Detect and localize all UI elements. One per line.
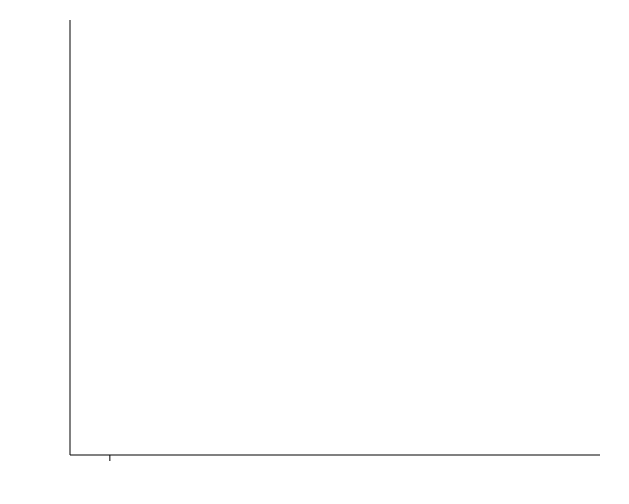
scatter-chart (0, 0, 629, 504)
